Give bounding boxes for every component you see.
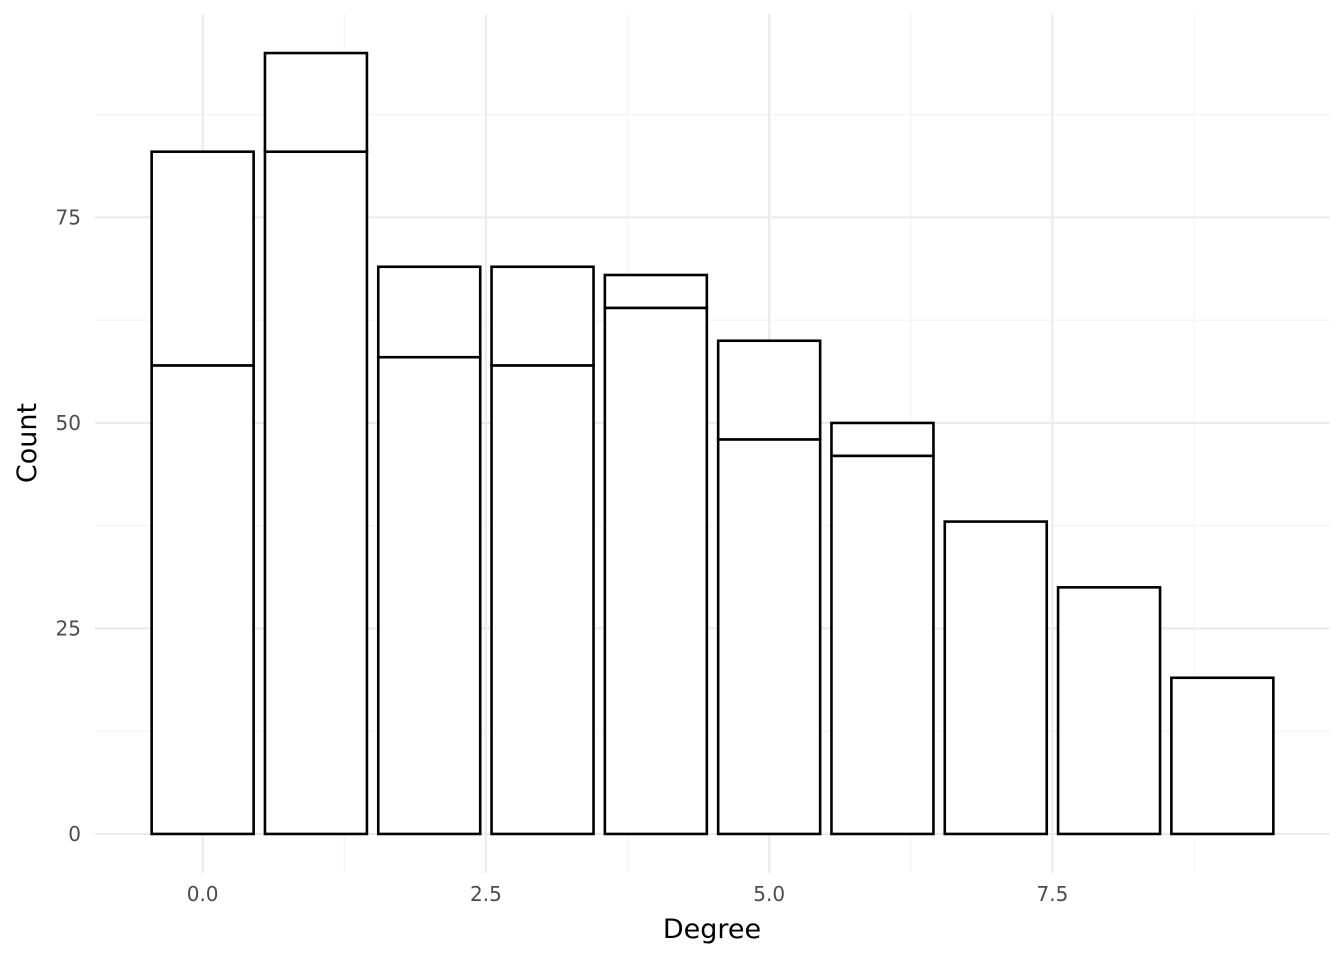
x-axis-ticks: 0.0 2.5 5.0 7.5	[187, 882, 1069, 906]
y-tick-label: 75	[56, 205, 81, 229]
bar-segment-degree-4-series-1	[603, 306, 709, 836]
bar-segment-degree-2-series-1	[376, 355, 482, 836]
bar-segment-degree-3-series-2	[490, 265, 595, 367]
bar-segment-degree-5-series-1	[716, 438, 822, 836]
bar-segment-degree-0-series-2	[150, 150, 255, 367]
x-tick-label: 5.0	[753, 882, 785, 906]
x-tick-label: 0.0	[187, 882, 219, 906]
bar-segment-degree-7-series-1	[943, 520, 1049, 836]
y-tick-label: 0	[68, 822, 81, 846]
y-axis-ticks: 0 25 50 75	[56, 205, 81, 846]
bar-segment-degree-0-series-1	[150, 364, 255, 836]
bar-segment-degree-2-series-2	[376, 265, 482, 359]
bar-segment-degree-4-series-2	[603, 273, 709, 310]
bar-segment-degree-9-series-1	[1170, 676, 1275, 836]
bar-segment-degree-6-series-1	[830, 454, 935, 836]
bars	[150, 51, 1275, 836]
bar-segment-degree-6-series-2	[830, 421, 935, 458]
bar-segment-degree-8-series-1	[1056, 586, 1162, 836]
y-tick-label: 50	[56, 411, 81, 435]
x-tick-label: 2.5	[470, 882, 502, 906]
bar-segment-degree-5-series-2	[716, 339, 822, 441]
bar-segment-degree-3-series-1	[490, 364, 595, 836]
bar-segment-degree-1-series-1	[263, 150, 369, 836]
y-axis-title: Count	[12, 403, 43, 483]
bar-segment-degree-1-series-2	[263, 51, 369, 153]
x-tick-label: 7.5	[1037, 882, 1069, 906]
y-tick-label: 25	[56, 616, 81, 640]
x-axis-title: Degree	[663, 914, 761, 945]
